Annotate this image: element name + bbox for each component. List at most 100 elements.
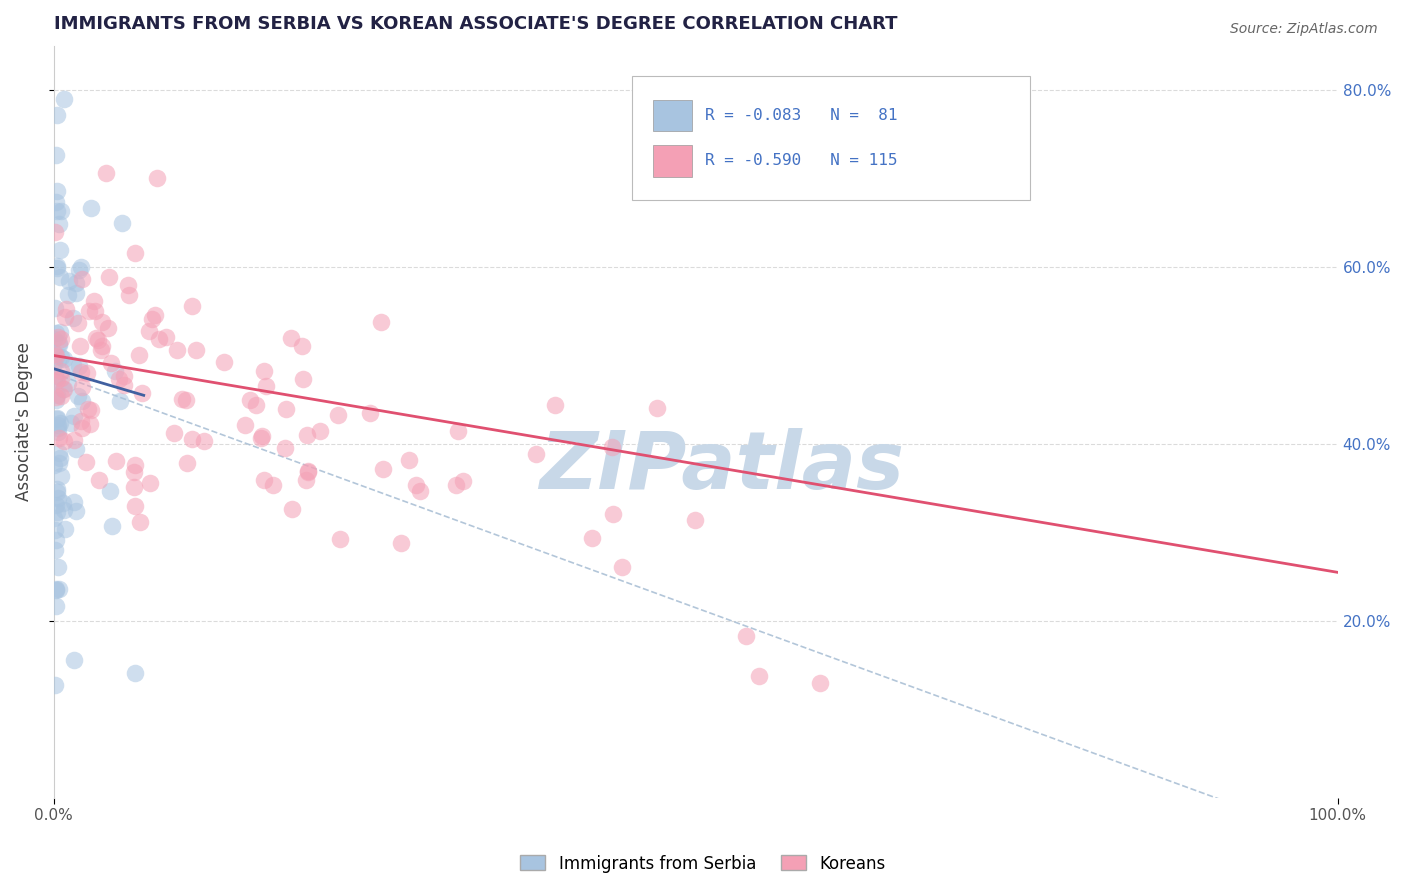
Point: [170, 392, 193, 407]
Point: [46, 388, 69, 402]
Point: [253, 473, 276, 487]
Point: [155, 329, 177, 343]
Point: [49, 203, 72, 218]
Point: [55, 302, 77, 317]
Point: [45, 390, 67, 404]
Point: [56, 288, 79, 302]
Point: [193, 434, 215, 448]
Point: [145, 171, 167, 186]
Point: [98, 483, 121, 498]
Point: [46, 330, 69, 344]
Point: [297, 465, 319, 479]
Point: [63, 494, 86, 508]
Point: [44, 458, 66, 472]
Point: [405, 478, 427, 492]
Point: [70, 413, 93, 427]
Point: [131, 385, 153, 400]
Point: [544, 398, 567, 412]
Point: [48, 338, 70, 352]
Point: [55, 310, 77, 324]
Point: [180, 299, 202, 313]
Point: [48, 336, 70, 351]
Point: [101, 519, 124, 533]
Point: [98, 270, 121, 285]
Point: [44, 543, 66, 558]
Point: [53, 434, 76, 449]
Text: Source: ZipAtlas.com: Source: ZipAtlas.com: [1230, 22, 1378, 37]
Point: [45, 148, 67, 162]
Point: [69, 339, 91, 353]
Point: [409, 483, 432, 498]
Point: [107, 372, 129, 386]
Point: [45, 260, 67, 275]
Point: [46, 421, 69, 435]
Point: [76, 366, 98, 380]
Point: [46, 491, 69, 505]
Point: [46, 184, 69, 198]
Point: [67, 389, 90, 403]
Point: [110, 394, 132, 409]
Point: [254, 379, 277, 393]
Point: [70, 394, 93, 409]
Point: [49, 469, 72, 483]
Point: [45, 194, 67, 209]
Point: [46, 560, 69, 574]
Point: [124, 665, 146, 680]
Point: [59, 416, 82, 430]
Point: [45, 599, 67, 614]
Point: [124, 246, 146, 260]
Point: [76, 402, 98, 417]
Point: [44, 356, 66, 370]
Point: [45, 483, 67, 497]
Point: [612, 559, 634, 574]
Point: [111, 216, 134, 230]
Point: [90, 339, 112, 353]
Point: [45, 392, 67, 407]
Point: [65, 504, 87, 518]
Point: [46, 373, 69, 387]
Point: [58, 274, 80, 288]
Point: [75, 455, 97, 469]
Point: [67, 263, 90, 277]
Point: [49, 326, 72, 340]
FancyBboxPatch shape: [631, 76, 1029, 200]
Point: [124, 458, 146, 473]
Text: ZIPatlas: ZIPatlas: [538, 428, 904, 506]
Point: [46, 203, 69, 218]
Point: [45, 484, 67, 499]
Point: [83, 293, 105, 308]
Point: [45, 370, 67, 384]
Point: [63, 409, 86, 423]
Point: [46, 411, 69, 425]
Point: [253, 364, 276, 378]
Point: [128, 348, 150, 362]
Point: [100, 356, 122, 370]
Point: [124, 499, 146, 513]
Point: [49, 389, 72, 403]
Point: [48, 217, 70, 231]
Point: [56, 376, 79, 391]
Point: [685, 513, 707, 527]
Point: [44, 225, 66, 239]
Point: [53, 382, 76, 396]
Text: R = -0.590   N = 115: R = -0.590 N = 115: [704, 153, 897, 169]
Point: [245, 398, 267, 412]
Point: [280, 502, 302, 516]
Point: [118, 288, 141, 302]
Point: [174, 393, 197, 408]
Point: [308, 424, 330, 438]
Point: [104, 453, 127, 467]
Point: [297, 464, 319, 478]
Point: [359, 406, 381, 420]
Point: [49, 416, 72, 430]
Point: [451, 474, 474, 488]
Point: [526, 447, 548, 461]
Point: [46, 353, 69, 368]
Point: [371, 462, 394, 476]
Point: [48, 456, 70, 470]
Point: [444, 478, 467, 492]
Point: [122, 480, 145, 494]
Point: [90, 343, 112, 357]
Point: [447, 424, 470, 438]
Point: [80, 403, 103, 417]
